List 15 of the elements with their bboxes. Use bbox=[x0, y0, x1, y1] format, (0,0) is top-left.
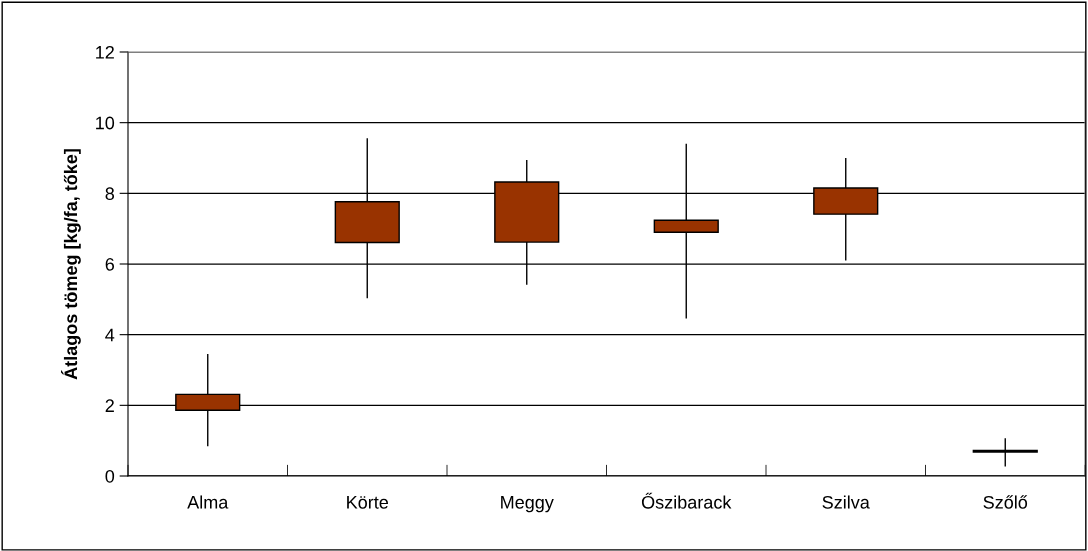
x-tick-label: Őszibarack bbox=[641, 492, 732, 509]
x-tick-label: Meggy bbox=[501, 496, 554, 513]
y-tick-label: 6 bbox=[105, 257, 115, 271]
y-tick-label: 10 bbox=[96, 116, 115, 130]
y-tick-label: 12 bbox=[96, 45, 114, 59]
x-tick-label: Szilva bbox=[822, 495, 870, 509]
x-tick-label: Szőlő bbox=[983, 495, 1028, 509]
y-tick-label: 2 bbox=[105, 399, 114, 412]
x-tick-label: Alma bbox=[187, 495, 229, 509]
y-tick-label: 0 bbox=[105, 469, 115, 483]
y-tick-label: 8 bbox=[105, 187, 115, 201]
y-axis-title: Átlagos tömeg [kg/fa, tőke] bbox=[61, 149, 81, 380]
x-tick-label: Körte bbox=[347, 496, 389, 509]
y-tick-label: 4 bbox=[105, 328, 115, 342]
candlestick bbox=[972, 437, 1038, 468]
